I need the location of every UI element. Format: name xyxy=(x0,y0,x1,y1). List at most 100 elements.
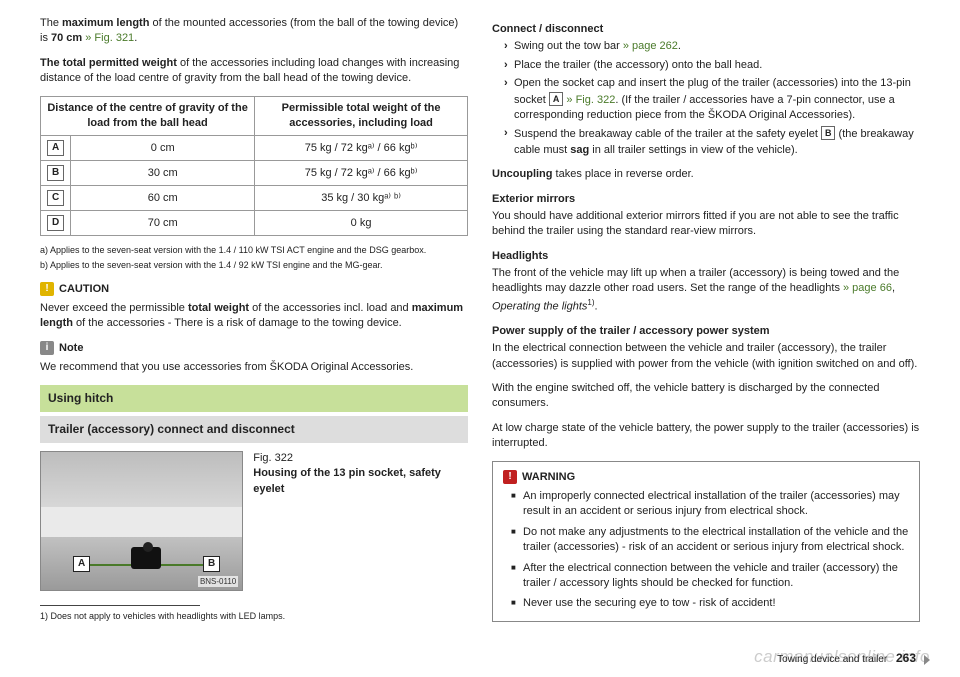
continue-icon xyxy=(924,655,930,665)
footer-title: Towing device and trailer xyxy=(777,654,887,665)
warning-list: An improperly connected electrical insta… xyxy=(511,489,909,612)
text-bold: sag xyxy=(570,144,589,156)
figure-number: Fig. 322 xyxy=(253,451,468,466)
text: takes place in reverse order. xyxy=(553,168,694,180)
text-italic: Operating the lights xyxy=(492,301,587,313)
table-row: B 30 cm 75 kg / 72 kgᵃ⁾ / 66 kgᵇ⁾ xyxy=(41,161,468,186)
step: Swing out the tow bar » page 262. xyxy=(504,39,920,54)
figure-block: A B BNS-0110 Fig. 322 Housing of the 13 … xyxy=(40,451,468,591)
step: Place the trailer (the accessory) onto t… xyxy=(504,58,920,73)
text-bold: maximum length xyxy=(62,17,149,29)
page-footer: Towing device and trailer 263 xyxy=(777,650,916,667)
bottom-footnote: 1) Does not apply to vehicles with headl… xyxy=(40,610,468,623)
warning-heading: ! WARNING xyxy=(503,470,909,485)
weight-table: Distance of the centre of gravity of the… xyxy=(40,96,468,237)
text: of the accessories incl. load and xyxy=(249,302,412,314)
table-head-1: Distance of the centre of gravity of the… xyxy=(41,96,255,136)
connect-heading: Connect / disconnect xyxy=(492,22,920,37)
cell: 0 kg xyxy=(255,211,468,236)
figure-image: A B BNS-0110 xyxy=(40,451,243,591)
warning-label: WARNING xyxy=(522,470,575,485)
note-icon: i xyxy=(40,341,54,355)
text: in all trailer settings in view of the v… xyxy=(589,144,797,156)
caution-icon: ! xyxy=(40,282,54,296)
headlights-heading: Headlights xyxy=(492,249,920,264)
text-bold: total weight xyxy=(188,302,249,314)
left-column: The maximum length of the mounted access… xyxy=(40,16,468,623)
warning-item: Never use the securing eye to tow - risk… xyxy=(511,596,909,611)
connect-steps: Swing out the tow bar » page 262. Place … xyxy=(504,39,920,158)
uncoupling: Uncoupling takes place in reverse order. xyxy=(492,167,920,182)
caution-text: Never exceed the permissible total weigh… xyxy=(40,301,468,332)
row-label: A xyxy=(47,140,64,156)
mirrors-heading: Exterior mirrors xyxy=(492,192,920,207)
text: The front of the vehicle may lift up whe… xyxy=(492,267,899,294)
cell: 0 cm xyxy=(71,136,255,161)
text: . xyxy=(134,32,137,44)
figure-code: BNS-0110 xyxy=(198,576,238,587)
footnote-a: a) Applies to the seven-seat version wit… xyxy=(40,244,468,257)
page-number: 263 xyxy=(896,651,916,665)
para-total-weight: The total permitted weight of the access… xyxy=(40,56,468,87)
warning-item: After the electrical connection between … xyxy=(511,561,909,592)
text: Never exceed the permissible xyxy=(40,302,188,314)
warning-box: ! WARNING An improperly connected electr… xyxy=(492,461,920,622)
power-text-2: With the engine switched off, the vehicl… xyxy=(492,381,920,412)
table-row: D 70 cm 0 kg xyxy=(41,211,468,236)
right-column: Connect / disconnect Swing out the tow b… xyxy=(492,16,920,623)
table-row: A 0 cm 75 kg / 72 kgᵃ⁾ / 66 kgᵇ⁾ xyxy=(41,136,468,161)
table-row: C 60 cm 35 kg / 30 kgᵃ⁾ ᵇ⁾ xyxy=(41,186,468,211)
figure-tag-b: B xyxy=(203,556,220,572)
cell: 30 cm xyxy=(71,161,255,186)
table-footnotes: a) Applies to the seven-seat version wit… xyxy=(40,244,468,271)
section-heading: Using hitch xyxy=(40,385,468,412)
row-label: C xyxy=(47,190,64,206)
text-bold: Uncoupling xyxy=(492,168,553,180)
row-label: D xyxy=(47,215,64,231)
subsection-heading: Trailer (accessory) connect and disconne… xyxy=(40,416,468,443)
note-label: Note xyxy=(59,341,83,356)
cell: 70 cm xyxy=(71,211,255,236)
cross-ref: » Fig. 322 xyxy=(563,94,615,106)
text: , xyxy=(892,282,895,294)
cross-ref: » page 66 xyxy=(843,282,892,294)
cross-ref: » Fig. 321 xyxy=(82,32,134,44)
text: . xyxy=(678,40,681,52)
text-bold: 70 cm xyxy=(51,32,82,44)
footnote-marker: 1) xyxy=(587,298,594,307)
power-text-3: At low charge state of the vehicle batte… xyxy=(492,421,920,452)
step: Open the socket cap and insert the plug … xyxy=(504,76,920,123)
cell: 60 cm xyxy=(71,186,255,211)
text: Swing out the tow bar xyxy=(514,40,623,52)
power-heading: Power supply of the trailer / accessory … xyxy=(492,324,920,339)
warning-icon: ! xyxy=(503,470,517,484)
table-head-2: Permissible total weight of the accessor… xyxy=(255,96,468,136)
footnote-b: b) Applies to the seven-seat version wit… xyxy=(40,259,468,272)
figure-title: Housing of the 13 pin socket, safety eye… xyxy=(253,467,441,494)
text-bold: The total permitted weight xyxy=(40,57,177,69)
headlights-text: The front of the vehicle may lift up whe… xyxy=(492,266,920,315)
text: . xyxy=(595,301,598,313)
note-text: We recommend that you use accessories fr… xyxy=(40,360,468,375)
cell: 75 kg / 72 kgᵃ⁾ / 66 kgᵇ⁾ xyxy=(255,136,468,161)
warning-item: Do not make any adjustments to the elect… xyxy=(511,525,909,556)
ref-box-a: A xyxy=(549,92,564,106)
step: Suspend the breakaway cable of the trail… xyxy=(504,126,920,158)
para-max-length: The maximum length of the mounted access… xyxy=(40,16,468,47)
cell: 35 kg / 30 kgᵃ⁾ ᵇ⁾ xyxy=(255,186,468,211)
row-label: B xyxy=(47,165,64,181)
figure-caption: Fig. 322 Housing of the 13 pin socket, s… xyxy=(253,451,468,591)
figure-tag-a: A xyxy=(73,556,90,572)
footnote-rule xyxy=(40,605,200,606)
caution-label: CAUTION xyxy=(59,282,109,297)
ref-box-b: B xyxy=(821,126,836,140)
text: of the accessories - There is a risk of … xyxy=(73,317,402,329)
caution-heading: ! CAUTION xyxy=(40,282,468,297)
text: Suspend the breakaway cable of the trail… xyxy=(514,128,821,140)
note-heading: i Note xyxy=(40,341,468,356)
text: The xyxy=(40,17,62,29)
cross-ref: » page 262 xyxy=(623,40,678,52)
mirrors-text: You should have additional exterior mirr… xyxy=(492,209,920,240)
warning-item: An improperly connected electrical insta… xyxy=(511,489,909,520)
cell: 75 kg / 72 kgᵃ⁾ / 66 kgᵇ⁾ xyxy=(255,161,468,186)
